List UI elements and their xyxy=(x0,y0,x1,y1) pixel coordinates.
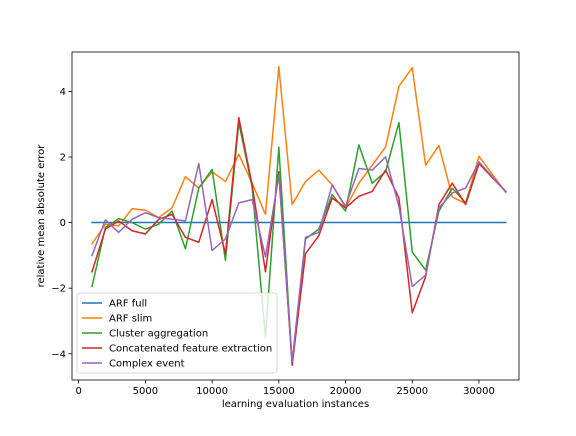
legend-label-0: ARF full xyxy=(109,299,147,310)
legend-label-3: Concatenated feature extraction xyxy=(109,344,272,355)
y-tick-label: 0 xyxy=(60,218,66,229)
y-tick-label: 4 xyxy=(60,87,66,98)
x-tick-label: 5000 xyxy=(133,386,158,397)
series-layer xyxy=(90,66,507,366)
series-line-3 xyxy=(91,116,507,366)
legend-label-1: ARF slim xyxy=(109,314,152,325)
legend-box xyxy=(76,292,278,374)
x-tick-label: 30000 xyxy=(463,386,495,397)
y-tick-label: −2 xyxy=(51,284,66,295)
legend: ARF full ARF slim Cluster aggregation Conca… xyxy=(76,292,278,374)
x-tick-label: 20000 xyxy=(330,386,362,397)
y-tick-label: 2 xyxy=(60,152,66,163)
series-line-4 xyxy=(91,156,507,363)
y-tick-label: −4 xyxy=(51,349,66,360)
x-axis-label: learning evaluation instances xyxy=(222,399,369,410)
axes-layer: 0 5000 10000 15000 20000 25000 30000 −4 −2 0 2 4 xyxy=(51,51,520,397)
legend-label-2: Cluster aggregation xyxy=(109,329,208,340)
y-axis-label: relative mean absolute error xyxy=(36,144,47,288)
x-tick-label: 0 xyxy=(75,386,81,397)
x-tick-label: 15000 xyxy=(263,386,295,397)
legend-label-4: Complex event xyxy=(109,359,185,370)
axes-frame xyxy=(71,51,520,381)
x-tick-label: 25000 xyxy=(396,386,428,397)
x-tick-label: 10000 xyxy=(196,386,228,397)
